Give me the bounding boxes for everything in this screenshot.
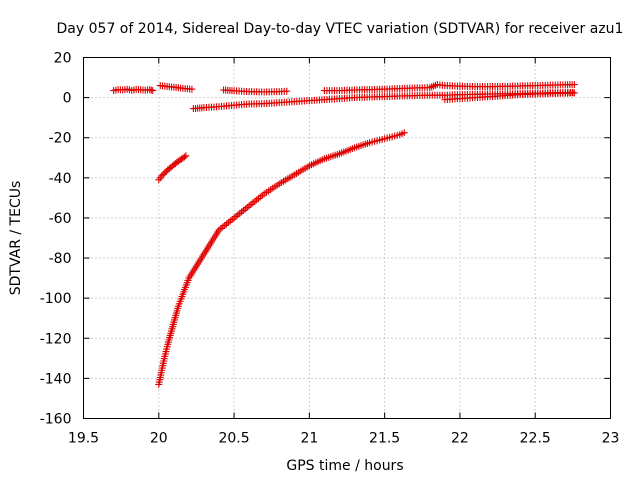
series-arc-2	[156, 82, 196, 93]
data-point	[159, 170, 167, 178]
data-point	[249, 199, 257, 207]
data-point	[243, 203, 251, 211]
y-tick-label: -120	[40, 331, 72, 347]
data-point	[253, 196, 261, 204]
x-tick-label: 20.5	[218, 431, 249, 447]
y-tick-label: 0	[63, 91, 72, 107]
data-point	[228, 215, 236, 223]
data-point	[158, 172, 166, 180]
y-tick-label: -40	[49, 171, 72, 187]
y-axis-title: SDTVAR / TECUs	[8, 181, 24, 296]
data-point	[149, 87, 157, 95]
data-point	[223, 220, 231, 228]
plot-frame	[83, 57, 611, 419]
y-tick-label: -60	[49, 211, 72, 227]
series-arc-5	[320, 81, 578, 95]
x-tick-label: 22	[451, 431, 469, 447]
data-point	[241, 205, 249, 213]
series-arc-4	[220, 86, 291, 96]
y-tick-label: 20	[54, 51, 72, 67]
data-point	[161, 169, 169, 177]
data-point	[251, 197, 259, 205]
grid	[83, 57, 611, 419]
data-point	[569, 88, 577, 96]
data-point	[236, 209, 244, 217]
data-point	[245, 202, 253, 210]
y-tick-label: -80	[49, 251, 72, 267]
x-tick-label: 22.5	[520, 431, 551, 447]
y-tick-label: -100	[40, 291, 72, 307]
data-point	[400, 129, 408, 137]
x-tick-label: 23	[602, 431, 620, 447]
x-axis-title: GPS time / hours	[286, 458, 403, 474]
series-arc-8	[155, 129, 408, 388]
axis-ticks	[83, 57, 611, 419]
data-points	[110, 81, 578, 388]
data-point	[430, 82, 438, 90]
series-arc-3	[189, 88, 577, 113]
series-arc-1	[110, 85, 157, 95]
chart-title: Day 057 of 2014, Sidereal Day-to-day VTE…	[57, 21, 624, 37]
data-point	[230, 214, 238, 222]
data-point	[226, 217, 234, 225]
data-point	[180, 153, 188, 161]
x-tick-label: 19.5	[68, 431, 99, 447]
data-point	[570, 81, 578, 89]
x-tick-label: 21	[300, 431, 318, 447]
y-tick-label: -20	[49, 131, 72, 147]
data-point	[234, 211, 242, 219]
x-tick-label: 21.5	[369, 431, 400, 447]
x-tick-label: 20	[150, 431, 168, 447]
data-point	[219, 223, 227, 231]
y-tick-labels: -160 -140 -120 -100 -80 -60 -40 -20 0 20	[40, 51, 72, 428]
data-point	[283, 87, 291, 95]
x-tick-labels: 19.5 20 20.5 21 21.5 22 22.5 23	[68, 431, 620, 447]
y-tick-label: -160	[40, 412, 72, 428]
data-point	[256, 193, 264, 201]
data-point	[188, 85, 196, 93]
data-point	[232, 212, 240, 220]
data-point	[255, 194, 263, 202]
data-point	[238, 208, 246, 216]
data-point	[239, 206, 247, 214]
data-point	[570, 89, 578, 97]
data-point	[221, 221, 229, 229]
series-arc-6	[441, 89, 578, 104]
data-point	[217, 224, 225, 232]
data-point	[247, 200, 255, 208]
data-point	[182, 152, 190, 160]
y-tick-label: -140	[40, 371, 72, 387]
series-arc-7	[155, 152, 190, 184]
data-point	[224, 218, 232, 226]
